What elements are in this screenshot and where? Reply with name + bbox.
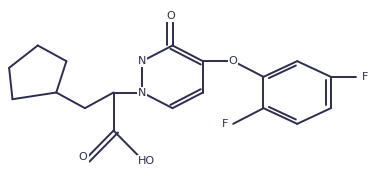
Text: F: F [361, 72, 368, 82]
Text: O: O [229, 56, 238, 66]
Text: O: O [79, 152, 88, 162]
Text: O: O [166, 11, 175, 21]
Text: HO: HO [138, 156, 155, 166]
Text: N: N [138, 88, 147, 97]
Text: F: F [222, 119, 228, 129]
Text: N: N [138, 56, 147, 66]
